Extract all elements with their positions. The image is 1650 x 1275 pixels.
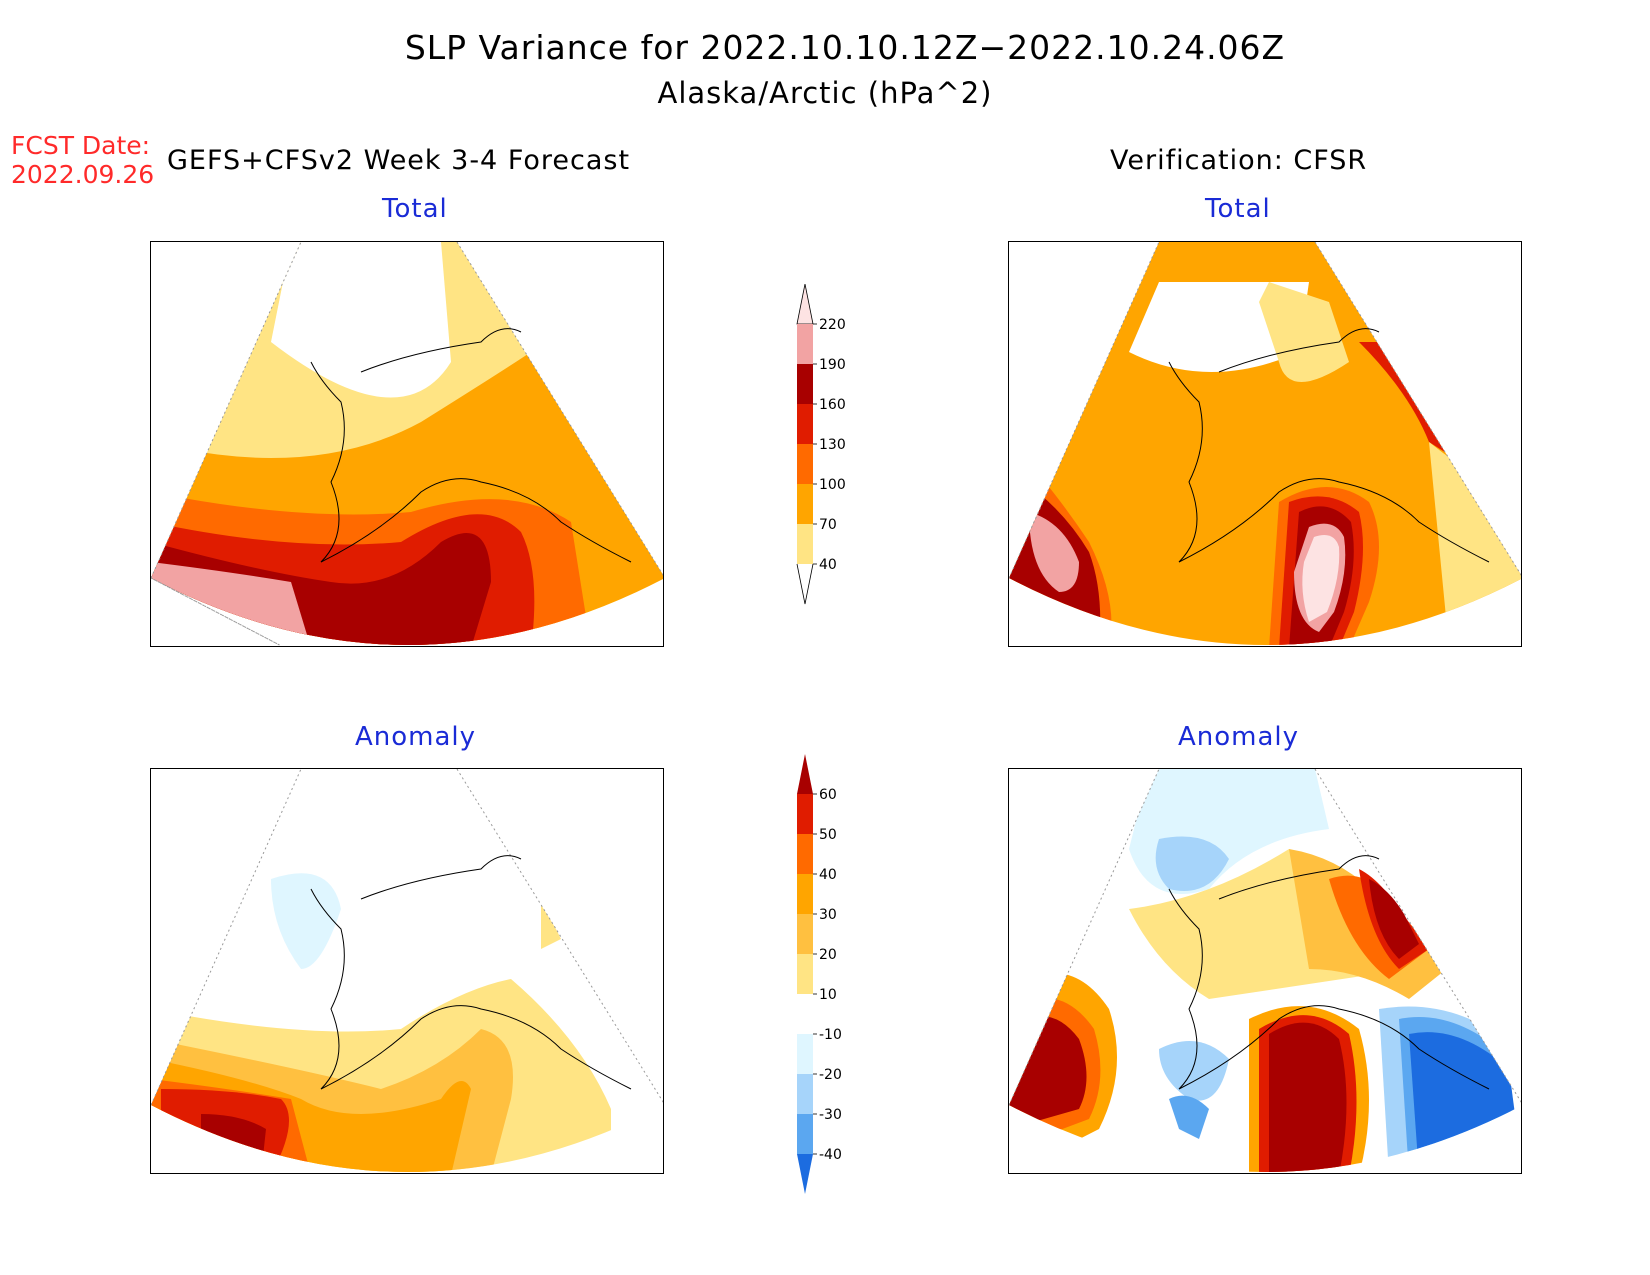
verification-total-subtitle: Total (1205, 194, 1271, 224)
anomaly-colorbar-top-arrow (797, 754, 813, 794)
anomaly-colorbar-label: 60 (819, 787, 837, 803)
anomaly-colorbar-label: 10 (819, 987, 837, 1003)
title-line2: Alaska/Arctic (hPa^2) (657, 76, 993, 110)
anomaly-colorbar-label: 40 (819, 867, 837, 883)
total-colorbar: 220 190 160 130 100 70 40 (795, 283, 875, 618)
anomaly-colorbar-bottom-arrow (797, 1154, 813, 1194)
total-colorbar-segment (797, 444, 813, 484)
fcst-date-label: FCST Date: (11, 131, 151, 160)
verification-column-header: Verification: CFSR (1110, 145, 1368, 176)
anomaly-colorbar-label: 30 (819, 907, 837, 923)
total-colorbar-label: 70 (819, 517, 837, 533)
forecast-column-header: GEFS+CFSv2 Week 3-4 Forecast (167, 145, 631, 176)
anomaly-colorbar-segment (797, 994, 813, 1034)
anomaly-colorbar-label: 50 (819, 827, 837, 843)
anomaly-colorbar-segment (797, 1034, 813, 1074)
anomaly-colorbar: 60 50 40 30 20 10 -10 -20 -30 -40 (795, 754, 875, 1208)
fcst-date-value: 2022.09.26 (11, 160, 155, 189)
verification-anomaly-map (1008, 768, 1522, 1174)
anomaly-colorbar-label: -10 (819, 1027, 842, 1043)
title-line1: SLP Variance for 2022.10.10.12Z−2022.10.… (404, 28, 1286, 67)
anomaly-colorbar-label: -20 (819, 1067, 842, 1083)
forecast-anomaly-map (150, 768, 664, 1174)
total-colorbar-label: 100 (819, 477, 846, 493)
total-colorbar-label: 40 (819, 557, 837, 573)
total-colorbar-label: 160 (819, 397, 846, 413)
verification-total-map (1008, 241, 1522, 647)
anomaly-colorbar-segment (797, 834, 813, 874)
total-colorbar-label: 220 (819, 317, 846, 333)
anomaly-colorbar-segment (797, 794, 813, 834)
forecast-total-subtitle: Total (382, 194, 448, 224)
anomaly-colorbar-segment (797, 954, 813, 994)
anomaly-colorbar-segment (797, 1114, 813, 1154)
verification-anomaly-subtitle: Anomaly (1178, 722, 1300, 752)
forecast-anomaly-subtitle: Anomaly (355, 722, 477, 752)
anomaly-colorbar-segment (797, 914, 813, 954)
total-colorbar-top-arrow (796, 283, 814, 325)
forecast-total-map (150, 241, 664, 647)
anomaly-colorbar-segment (797, 1074, 813, 1114)
anomaly-colorbar-label: 20 (819, 947, 837, 963)
anomaly-colorbar-segment (797, 874, 813, 914)
total-colorbar-segment (797, 524, 813, 564)
total-colorbar-label: 190 (819, 357, 846, 373)
total-colorbar-segment (797, 404, 813, 444)
total-colorbar-bottom-arrow (796, 563, 814, 605)
anomaly-colorbar-label: -30 (819, 1107, 842, 1123)
anomaly-colorbar-label: -40 (819, 1147, 842, 1163)
total-colorbar-segment (797, 364, 813, 404)
total-colorbar-segment (797, 324, 813, 364)
total-colorbar-segment (797, 484, 813, 524)
total-colorbar-label: 130 (819, 437, 846, 453)
